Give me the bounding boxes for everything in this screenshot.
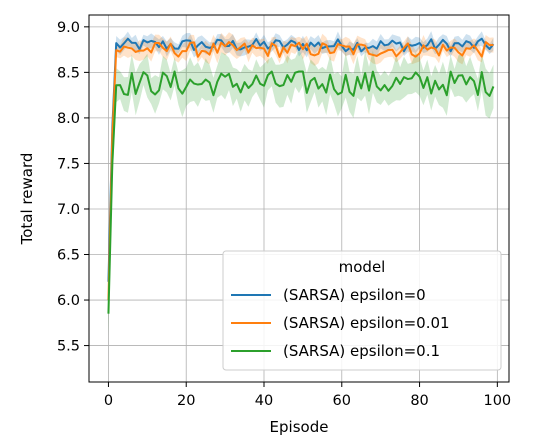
x-tick-label: 60 <box>333 393 351 409</box>
x-axis-label: Episode <box>270 418 329 436</box>
legend-items: (SARSA) epsilon=0 (SARSA) epsilon=0.01 (SA… <box>231 286 450 360</box>
plot-area-frame <box>88 14 510 383</box>
series-line-2 <box>107 70 495 314</box>
y-tick-label: 8.0 <box>57 111 80 127</box>
y-tick-label: 7.0 <box>57 202 80 218</box>
y-axis-ticks: 5.5 6.0 6.5 7.0 7.5 8.0 8.5 9.0 <box>57 20 89 355</box>
legend-label-0: (SARSA) epsilon=0 <box>283 286 426 304</box>
y-tick-label: 9.0 <box>57 20 80 36</box>
series-lines <box>107 37 495 314</box>
x-tick-label: 0 <box>104 393 113 409</box>
legend-label-2: (SARSA) epsilon=0.1 <box>283 342 440 360</box>
x-tick-label: 40 <box>255 393 273 409</box>
series-line-1 <box>107 41 494 301</box>
confidence-bands <box>108 31 494 336</box>
y-axis-label: Total reward <box>18 153 36 246</box>
legend-label-1: (SARSA) epsilon=0.01 <box>283 314 450 332</box>
x-tick-label: 80 <box>410 393 428 409</box>
y-tick-label: 6.0 <box>57 293 80 309</box>
y-tick-label: 6.5 <box>57 248 80 264</box>
legend-title: model <box>339 258 386 276</box>
x-tick-label: 20 <box>177 393 195 409</box>
x-axis-ticks: 0 20 40 60 80 100 <box>104 382 511 409</box>
legend-box <box>222 250 502 371</box>
y-tick-label: 8.5 <box>57 65 80 81</box>
legend: model (SARSA) epsilon=0(SARSA) epsilon=0… <box>222 250 502 371</box>
x-tick-label: 100 <box>483 393 511 409</box>
y-tick-label: 7.5 <box>57 156 80 172</box>
y-tick-label: 5.5 <box>57 339 80 355</box>
confidence-band-2 <box>108 49 494 336</box>
